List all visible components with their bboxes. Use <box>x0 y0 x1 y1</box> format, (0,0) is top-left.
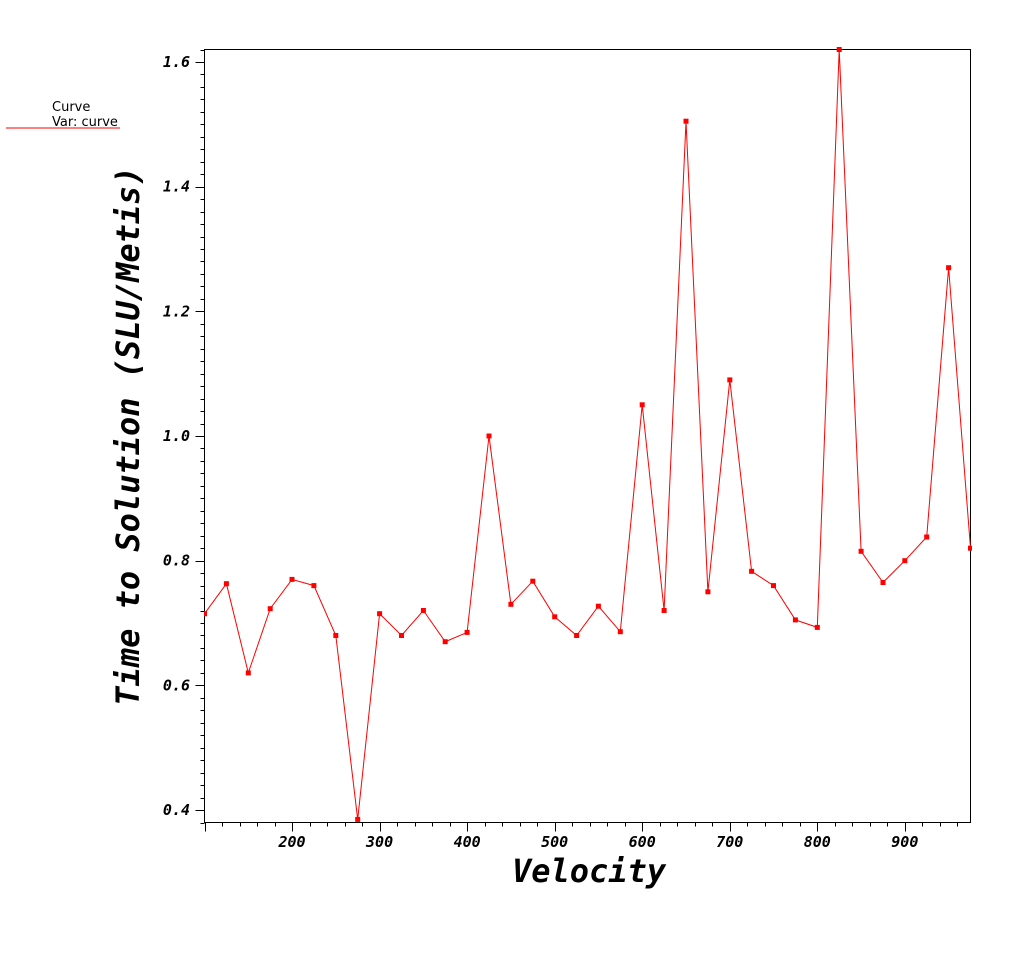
x-tick-label: 700 <box>716 833 743 851</box>
y-tick-label: 1.0 <box>163 427 190 445</box>
data-point-marker <box>727 377 733 383</box>
data-point-marker <box>595 603 601 609</box>
data-point-marker <box>223 581 229 587</box>
data-point-marker <box>486 433 492 439</box>
y-tick-label: 0.4 <box>163 801 190 819</box>
y-tick-label: 1.2 <box>163 302 190 320</box>
data-point-marker <box>749 568 755 574</box>
data-point-marker <box>836 47 842 52</box>
x-tick-label: 200 <box>277 833 305 851</box>
data-point-marker <box>924 534 930 540</box>
y-tick-label: 1.6 <box>163 53 190 71</box>
legend-title: Curve <box>52 100 90 115</box>
data-point-marker <box>771 583 776 589</box>
data-point-marker <box>552 614 558 620</box>
data-point-marker <box>377 611 383 617</box>
x-tick-label: 800 <box>804 833 831 851</box>
data-point-marker <box>617 629 623 635</box>
x-tick-label: 300 <box>365 833 393 851</box>
data-point-marker <box>442 639 448 645</box>
data-point-marker <box>333 633 339 638</box>
data-point-marker <box>204 611 207 617</box>
x-tick-label: 500 <box>541 833 568 851</box>
data-point-marker <box>508 601 514 607</box>
data-point-marker <box>683 118 689 124</box>
data-point-marker <box>968 545 972 551</box>
data-point-marker <box>661 608 667 613</box>
data-point-marker <box>245 670 251 676</box>
data-point-marker <box>880 580 886 585</box>
legend-var-label: Var: curve <box>52 115 118 130</box>
y-axis-ticks <box>195 50 205 824</box>
legend: Curve Var: curve <box>6 100 120 130</box>
data-point-marker <box>267 606 273 612</box>
data-point-marker <box>946 265 952 271</box>
y-tick-label: 0.6 <box>163 676 190 694</box>
x-axis-ticks <box>205 822 958 832</box>
data-point-marker <box>464 629 470 635</box>
data-point-marker <box>399 633 404 638</box>
data-point-marker <box>902 558 908 564</box>
y-tick-label: 1.4 <box>163 178 190 196</box>
y-axis-title: Time to Solution (SLU/Metis) <box>109 166 147 705</box>
y-tick-label: 0.8 <box>163 552 190 570</box>
data-point-marker <box>814 624 820 630</box>
data-point-marker <box>574 633 580 638</box>
x-axis-title: Velocity <box>512 852 667 890</box>
series-line <box>204 49 971 820</box>
x-tick-label: 600 <box>629 833 656 851</box>
data-point-marker <box>530 578 536 584</box>
data-point-marker <box>705 589 711 595</box>
data-point-marker <box>858 548 864 554</box>
x-tick-label: 400 <box>454 833 481 851</box>
data-point-marker <box>355 816 361 822</box>
data-point-marker <box>289 576 295 582</box>
data-point-marker <box>639 402 645 408</box>
x-tick-label: 900 <box>891 833 918 851</box>
x-axis-tick-labels: 200 300 400 500 600 700 800 900 <box>277 833 918 851</box>
data-point-marker <box>311 583 317 589</box>
data-point-marker <box>792 617 798 623</box>
data-point-marker <box>420 608 426 613</box>
y-axis-tick-labels: 0.4 0.6 0.8 1.0 1.2 1.4 1.6 <box>163 53 190 819</box>
series-layer <box>204 47 972 822</box>
